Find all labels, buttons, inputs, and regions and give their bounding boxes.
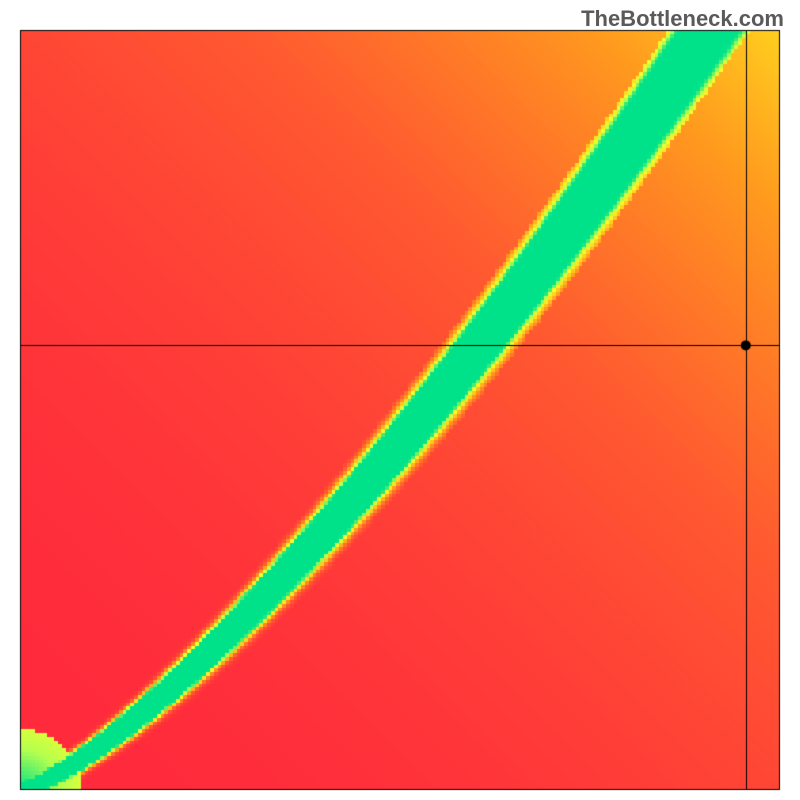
chart-container: TheBottleneck.com (0, 0, 800, 800)
heatmap-canvas (0, 0, 800, 800)
